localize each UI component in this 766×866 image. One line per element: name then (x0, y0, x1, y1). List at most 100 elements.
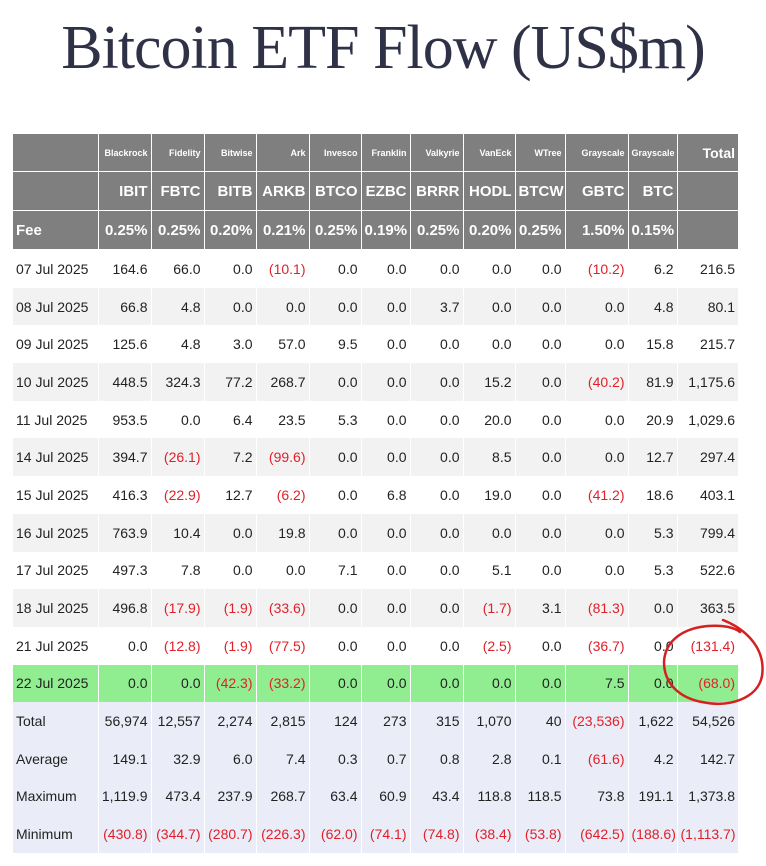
fee-value: 0.25% (309, 210, 362, 250)
ticker-label: BTCW (515, 171, 566, 211)
flow-cell: (33.2) (256, 664, 310, 703)
summary-cell: 1,119.9 (98, 777, 152, 816)
flow-cell: 164.6 (98, 249, 152, 288)
summary-cell: 60.9 (361, 777, 411, 816)
ticker-label: BTCO (309, 171, 362, 211)
flow-cell: 5.1 (463, 551, 516, 590)
flow-cell: 0.0 (361, 551, 411, 590)
date-cell: 22 Jul 2025 (13, 664, 99, 703)
issuer-label: Blackrock (98, 134, 152, 172)
summary-row: Minimum (430.8) (344.7) (280.7) (226.3) (62.0… (13, 815, 738, 853)
flow-cell: 19.8 (256, 513, 310, 552)
summary-cell: 54,526 (677, 702, 738, 740)
flow-cell: (99.6) (256, 438, 310, 477)
flow-cell: 0.0 (410, 249, 464, 288)
flow-cell: 0.0 (628, 664, 678, 703)
flow-cell: 57.0 (256, 325, 310, 364)
summary-cell: (430.8) (98, 815, 152, 853)
flow-cell: 0.0 (204, 513, 257, 552)
summary-cell: 2,815 (256, 702, 310, 740)
ticker-header-row: IBIT FBTC BITB ARKB BTCO EZBC BRRR HODL BTCW GBTC… (13, 171, 738, 211)
flow-cell: (17.9) (151, 589, 205, 627)
summary-cell: 0.3 (309, 739, 362, 778)
flow-cell: 0.0 (515, 400, 566, 439)
table-row: 14 Jul 2025 394.7 (26.1) 7.2 (99.6) 0.0 0.0 0.0… (13, 438, 738, 477)
flow-cell: (42.3) (204, 664, 257, 703)
summary-cell: 191.1 (628, 777, 678, 816)
flow-cell: 0.0 (151, 400, 205, 439)
table-row: 10 Jul 2025 448.5 324.3 77.2 268.7 0.0 0.0 0.0 1… (13, 363, 738, 401)
flow-cell: 0.0 (361, 589, 411, 627)
summary-cell: (62.0) (309, 815, 362, 853)
flow-cell: 77.2 (204, 363, 257, 401)
fee-value: 0.25% (410, 210, 464, 250)
summary-cell: (74.8) (410, 815, 464, 853)
flow-cell: 0.0 (361, 287, 411, 326)
summary-row: Average 149.1 32.9 6.0 7.4 0.3 0.7 0.8 2.8 0.1 (61… (13, 739, 738, 778)
date-cell: 21 Jul 2025 (13, 626, 99, 665)
flow-cell: 0.0 (410, 476, 464, 514)
flow-cell: 0.0 (309, 664, 362, 703)
flow-cell: 19.0 (463, 476, 516, 514)
flow-cell: 953.5 (98, 400, 152, 439)
issuer-label: Grayscale (565, 134, 629, 172)
issuer-label: Fidelity (151, 134, 205, 172)
flow-cell: 394.7 (98, 438, 152, 477)
summary-cell: 0.7 (361, 739, 411, 778)
flow-cell: (81.3) (565, 589, 629, 627)
flow-cell: 496.8 (98, 589, 152, 627)
flow-cell: (33.6) (256, 589, 310, 627)
fee-value: 0.21% (256, 210, 310, 250)
total-cell: 215.7 (677, 325, 738, 364)
flow-cell: 0.0 (515, 438, 566, 477)
flow-cell: 15.2 (463, 363, 516, 401)
issuer-label: Bitwise (204, 134, 257, 172)
table-row: 18 Jul 2025 496.8 (17.9) (1.9) (33.6) 0.0 0.0 0… (13, 589, 738, 627)
flow-cell: 15.8 (628, 325, 678, 364)
flow-cell: 6.8 (361, 476, 411, 514)
flow-cell: 416.3 (98, 476, 152, 514)
ticker-label: EZBC (361, 171, 411, 211)
summary-cell: 43.4 (410, 777, 464, 816)
fee-value: 0.20% (204, 210, 257, 250)
flow-cell: 4.8 (151, 325, 205, 364)
flow-cell: 0.0 (410, 589, 464, 627)
flow-cell: 268.7 (256, 363, 310, 401)
flow-cell: 0.0 (309, 438, 362, 477)
table-row: 08 Jul 2025 66.8 4.8 0.0 0.0 0.0 0.0 3.7 0.0 0.0 0… (13, 287, 738, 326)
summary-cell: 273 (361, 702, 411, 740)
flow-cell: 0.0 (361, 400, 411, 439)
date-cell: 10 Jul 2025 (13, 363, 99, 401)
flow-cell: 0.0 (256, 287, 310, 326)
date-cell: 11 Jul 2025 (13, 400, 99, 439)
flow-cell: 0.0 (515, 249, 566, 288)
summary-cell: 2.8 (463, 739, 516, 778)
summary-row: Maximum 1,119.9 473.4 237.9 268.7 63.4 60.9 43.… (13, 777, 738, 816)
flow-cell: 66.0 (151, 249, 205, 288)
summary-cell: (74.1) (361, 815, 411, 853)
total-header: Total (677, 134, 738, 172)
flow-cell: 0.0 (463, 325, 516, 364)
issuer-label: VanEck (463, 134, 516, 172)
flow-cell: 0.0 (361, 363, 411, 401)
flow-cell: 497.3 (98, 551, 152, 590)
flow-cell: (26.1) (151, 438, 205, 477)
table-row: 07 Jul 2025 164.6 66.0 0.0 (10.1) 0.0 0.0 0.0 0.… (13, 249, 738, 288)
flow-cell: 0.0 (204, 287, 257, 326)
summary-cell: 118.5 (515, 777, 566, 816)
summary-cell: (188.6) (628, 815, 678, 853)
date-cell: 17 Jul 2025 (13, 551, 99, 590)
summary-label: Minimum (13, 815, 99, 853)
flow-cell: 7.1 (309, 551, 362, 590)
flow-cell: (1.9) (204, 589, 257, 627)
ticker-label: HODL (463, 171, 516, 211)
flow-cell: (10.1) (256, 249, 310, 288)
header-blank-cell (677, 171, 738, 211)
flow-cell: 18.6 (628, 476, 678, 514)
summary-cell: 6.0 (204, 739, 257, 778)
summary-cell: (38.4) (463, 815, 516, 853)
flow-cell: 4.8 (628, 287, 678, 326)
flow-cell: 5.3 (628, 513, 678, 552)
fee-value: 0.19% (361, 210, 411, 250)
issuer-label: Invesco (309, 134, 362, 172)
